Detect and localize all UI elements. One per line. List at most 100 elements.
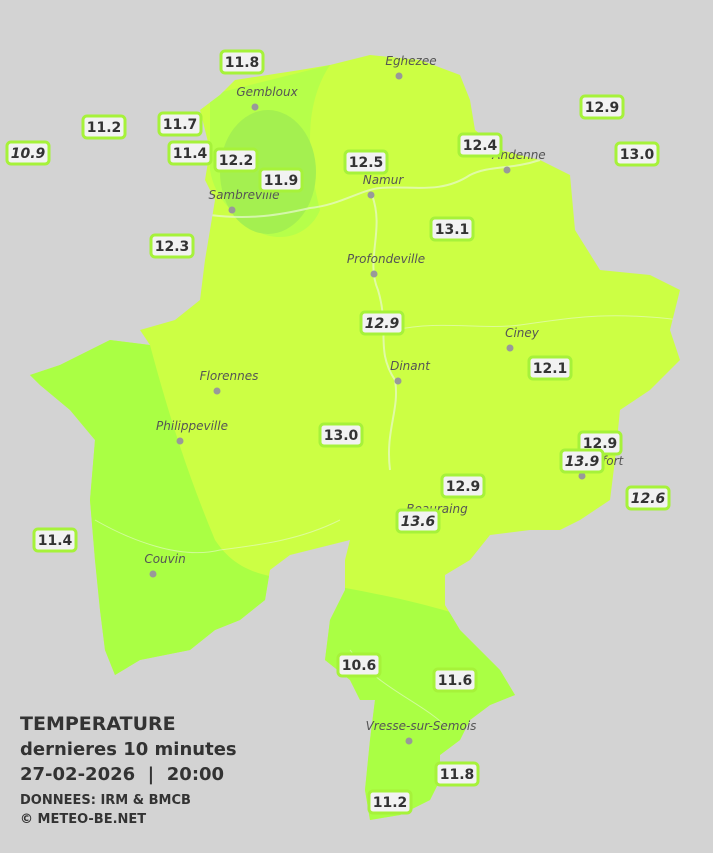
station: 12.6 (625, 485, 671, 511)
station-value: 10.9 (11, 146, 46, 162)
station: 11.4 (32, 527, 78, 553)
place-dot (149, 570, 157, 578)
station-value: 13.1 (435, 222, 470, 238)
place-label: Eghezee (385, 54, 436, 68)
station-box (157, 111, 203, 137)
station: 11.8 (219, 49, 265, 75)
station-value: 12.6 (631, 491, 666, 507)
place-label: Ciney (505, 326, 540, 340)
station: 12.9 (359, 310, 405, 336)
station-value: 12.5 (349, 155, 384, 171)
station: 12.1 (527, 355, 573, 381)
station-box (318, 422, 364, 448)
station-box (5, 140, 51, 166)
place-label: Profondeville (347, 252, 425, 266)
station-box (625, 485, 671, 511)
station: 11.8 (434, 761, 480, 787)
station: 10.6 (336, 652, 382, 678)
station: 11.9 (258, 167, 304, 193)
station-box (395, 508, 441, 534)
station-value: 10.6 (342, 658, 377, 674)
station-value: 11.4 (38, 533, 73, 549)
station-box (579, 94, 625, 120)
station-box (359, 310, 405, 336)
place-dot (228, 206, 236, 214)
legend-credit: © METEO-BE.NET (20, 812, 146, 827)
station-value: 12.2 (219, 153, 254, 169)
place-dot (251, 103, 259, 111)
legend-subtitle: dernieres 10 minutes (20, 739, 237, 760)
station-value: 11.2 (373, 795, 408, 811)
place-label: Philippeville (156, 419, 228, 433)
station-box (258, 167, 304, 193)
station-value: 12.9 (446, 479, 481, 495)
station-value: 13.9 (565, 454, 600, 470)
place-label: Dinant (390, 359, 431, 373)
station: 12.9 (579, 94, 625, 120)
place-dot (503, 166, 511, 174)
station-box (32, 527, 78, 553)
place-dot (176, 437, 184, 445)
station-box (432, 667, 478, 693)
station: 13.1 (429, 216, 475, 242)
station-box (367, 789, 413, 815)
station: 11.2 (81, 114, 127, 140)
station-box (219, 49, 265, 75)
place-dot (367, 191, 375, 199)
station: 12.9 (440, 473, 486, 499)
station: 11.4 (167, 140, 213, 166)
station-value: 12.9 (583, 436, 618, 452)
station-box (149, 233, 195, 259)
station-box (527, 355, 573, 381)
station-box (213, 147, 259, 173)
station: 13.9 (559, 448, 605, 474)
station-value: 11.2 (87, 120, 122, 136)
place-dot (370, 270, 378, 278)
place-dot (506, 344, 514, 352)
legend-date: 27-02-2026 | 20:00 (20, 764, 224, 785)
station-box (343, 149, 389, 175)
station: 10.9 (5, 140, 51, 166)
station: 11.6 (432, 667, 478, 693)
station: 11.2 (367, 789, 413, 815)
station-value: 11.8 (225, 55, 260, 71)
station-value: 11.4 (173, 146, 208, 162)
place-label: Andenne (491, 148, 545, 162)
station-box (434, 761, 480, 787)
station-value: 13.0 (620, 147, 655, 163)
station-box (429, 216, 475, 242)
station-value: 11.7 (163, 117, 198, 133)
place-dot (578, 472, 586, 480)
station: 12.4 (457, 132, 503, 158)
place-dot (394, 377, 402, 385)
station: 13.0 (318, 422, 364, 448)
place-label: Couvin (144, 552, 185, 566)
station-value: 12.4 (463, 138, 498, 154)
place-dot (395, 72, 403, 80)
station-box (614, 141, 660, 167)
station: 12.3 (149, 233, 195, 259)
place-dot (213, 387, 221, 395)
station-box (559, 448, 605, 474)
station-value: 13.0 (324, 428, 359, 444)
place-label: Vresse-sur-Semois (366, 719, 477, 733)
legend: TEMPERATURE dernieres 10 minutes 27-02-2… (20, 713, 237, 827)
station-value: 12.3 (155, 239, 190, 255)
stations: 11.8 11.2 10.9 11.7 11.4 12.2 11.9 12.5 12.4 12.9… (5, 49, 671, 815)
station-box (457, 132, 503, 158)
station: 13.6 (395, 508, 441, 534)
station-value: 11.6 (438, 673, 473, 689)
station: 13.0 (614, 141, 660, 167)
place-label: Florennes (200, 369, 259, 383)
station-box (81, 114, 127, 140)
station: 12.2 (213, 147, 259, 173)
place-label: Gembloux (236, 85, 298, 99)
station-box (440, 473, 486, 499)
legend-source: DONNEES: IRM & BMCB (20, 793, 191, 808)
station: 11.7 (157, 111, 203, 137)
station-value: 11.8 (440, 767, 475, 783)
station-value: 12.9 (365, 316, 400, 332)
station-box (167, 140, 213, 166)
station-box (336, 652, 382, 678)
